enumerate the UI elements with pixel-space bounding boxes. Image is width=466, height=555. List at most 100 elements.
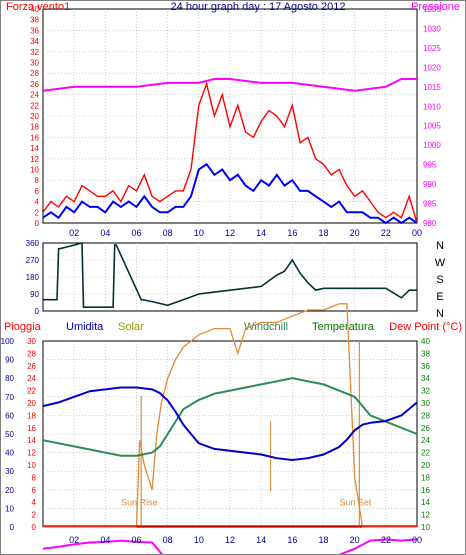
humidity-tick-label: 70 xyxy=(5,393,14,402)
direction-tick-label: 90 xyxy=(30,290,39,299)
temperature-tick-label: 30 xyxy=(421,399,430,408)
humidity-tick-label: 50 xyxy=(5,430,14,439)
rain-tick-label: 6 xyxy=(32,486,37,495)
wind-x-tick-label: 14 xyxy=(256,228,266,238)
humidity-tick-label: 40 xyxy=(5,449,14,458)
solar-axis-label: Solar xyxy=(118,321,144,333)
pressure-tick-label: 1030 xyxy=(423,24,441,33)
dewpoint-axis-label: Dew Point (°C) xyxy=(389,321,462,333)
wind-tick-label: 40 xyxy=(30,5,39,14)
direction-panel-grid xyxy=(43,243,417,311)
temp-x-tick-label: 06 xyxy=(131,535,141,545)
humidity-tick-label: 90 xyxy=(5,356,14,365)
dewpoint-line xyxy=(42,538,418,555)
compass-label: E xyxy=(436,291,443,303)
temperature-axis: 40 38 36 34 32 30 28 26 24 22 20 18 16 14 12 10 xyxy=(421,337,430,532)
rain-tick-label: 26 xyxy=(27,362,36,371)
temperature-tick-label: 32 xyxy=(421,387,430,396)
temperature-tick-label: 10 xyxy=(421,523,430,532)
wind-tick-label: 10 xyxy=(30,166,39,175)
pressure-axis-label: Pressione xyxy=(411,1,460,13)
rain-tick-label: 16 xyxy=(27,424,36,433)
wind-peak-line xyxy=(42,81,418,224)
temperature-panel-series xyxy=(42,303,418,555)
pressure-tick-label: 1005 xyxy=(423,122,441,131)
temperature-line xyxy=(42,377,418,457)
temp-x-tick-label: 02 xyxy=(69,535,79,545)
rain-tick-label: 8 xyxy=(32,473,37,482)
wind-tick-label: 12 xyxy=(30,155,39,164)
temperature-tick-label: 22 xyxy=(421,449,430,458)
windchill-axis-label: Windchill xyxy=(244,321,288,333)
compass-label: S xyxy=(436,274,443,286)
wind-x-tick-label: 00 xyxy=(412,228,422,238)
sunrise-annotation: Sun Rise xyxy=(121,497,158,507)
humidity-axis-label: Umidita xyxy=(66,321,104,333)
temp-x-tick-label: 18 xyxy=(318,535,328,545)
temperature-tick-label: 38 xyxy=(421,349,430,358)
wind-direction-line xyxy=(43,241,417,309)
temperature-tick-label: 14 xyxy=(421,498,430,507)
rain-tick-label: 20 xyxy=(27,399,36,408)
pressure-tick-label: 990 xyxy=(423,180,437,189)
pressure-tick-label: 1020 xyxy=(423,63,441,72)
pressure-tick-label: 1025 xyxy=(423,44,441,53)
rain-tick-label: 10 xyxy=(27,461,36,470)
temperature-tick-label: 36 xyxy=(421,362,430,371)
compass-label: N xyxy=(436,308,444,320)
humidity-tick-label: 60 xyxy=(5,411,14,420)
compass-label: W xyxy=(435,257,446,269)
wind-tick-label: 18 xyxy=(30,123,39,132)
humidity-tick-label: 80 xyxy=(5,374,14,383)
humidity-tick-label: 0 xyxy=(10,523,15,532)
sunset-annotation: Sun Set xyxy=(339,497,372,507)
humidity-tick-label: 20 xyxy=(5,486,14,495)
wind-tick-label: 36 xyxy=(30,26,39,35)
temp-x-tick-label: 04 xyxy=(100,535,110,545)
direction-panel-series xyxy=(43,241,417,309)
solar-line xyxy=(43,303,417,528)
wind-x-tick-label: 12 xyxy=(225,228,235,238)
pressure-tick-label: 995 xyxy=(423,161,437,170)
rain-tick-label: 2 xyxy=(32,511,37,520)
rain-tick-label: 30 xyxy=(27,337,36,346)
rain-tick-label: 28 xyxy=(27,349,36,358)
direction-tick-label: 360 xyxy=(26,239,40,248)
wind-panel-series xyxy=(42,78,418,225)
wind-tick-label: 28 xyxy=(30,69,39,78)
rain-tick-label: 22 xyxy=(27,387,36,396)
pressure-line xyxy=(42,78,417,92)
temperature-x-axis: 02 04 06 08 10 12 14 16 18 20 22 00 xyxy=(69,535,422,545)
temperature-tick-label: 26 xyxy=(421,424,430,433)
wind-tick-label: 6 xyxy=(35,187,40,196)
wind-tick-label: 16 xyxy=(30,133,39,142)
wind-tick-label: 8 xyxy=(35,176,40,185)
rain-tick-label: 14 xyxy=(27,436,36,445)
wind-tick-label: 34 xyxy=(30,37,39,46)
wind-axis-label: Forza vento1 xyxy=(6,1,70,13)
wind-average-line xyxy=(42,162,418,225)
wind-tick-label: 32 xyxy=(30,48,39,57)
rain-tick-label: 4 xyxy=(32,498,37,507)
direction-tick-label: 180 xyxy=(26,273,40,282)
pressure-tick-label: 1035 xyxy=(423,5,441,14)
temperature-panel-grid xyxy=(43,341,417,527)
rain-axis-label: Pioggia xyxy=(4,321,42,333)
wind-x-tick-label: 22 xyxy=(381,228,391,238)
temp-x-tick-label: 16 xyxy=(287,535,297,545)
humidity-tick-label: 100 xyxy=(1,337,15,346)
wind-tick-label: 4 xyxy=(35,198,40,207)
humidity-line xyxy=(42,386,418,462)
humidity-tick-label: 30 xyxy=(5,467,14,476)
wind-tick-label: 2 xyxy=(35,208,40,217)
rain-tick-label: 12 xyxy=(27,449,36,458)
pressure-tick-label: 985 xyxy=(423,200,437,209)
temperature-tick-label: 12 xyxy=(421,511,430,520)
pressure-tick-label: 1015 xyxy=(423,83,441,92)
temperature-tick-label: 18 xyxy=(421,473,430,482)
wind-x-tick-label: 06 xyxy=(131,228,141,238)
